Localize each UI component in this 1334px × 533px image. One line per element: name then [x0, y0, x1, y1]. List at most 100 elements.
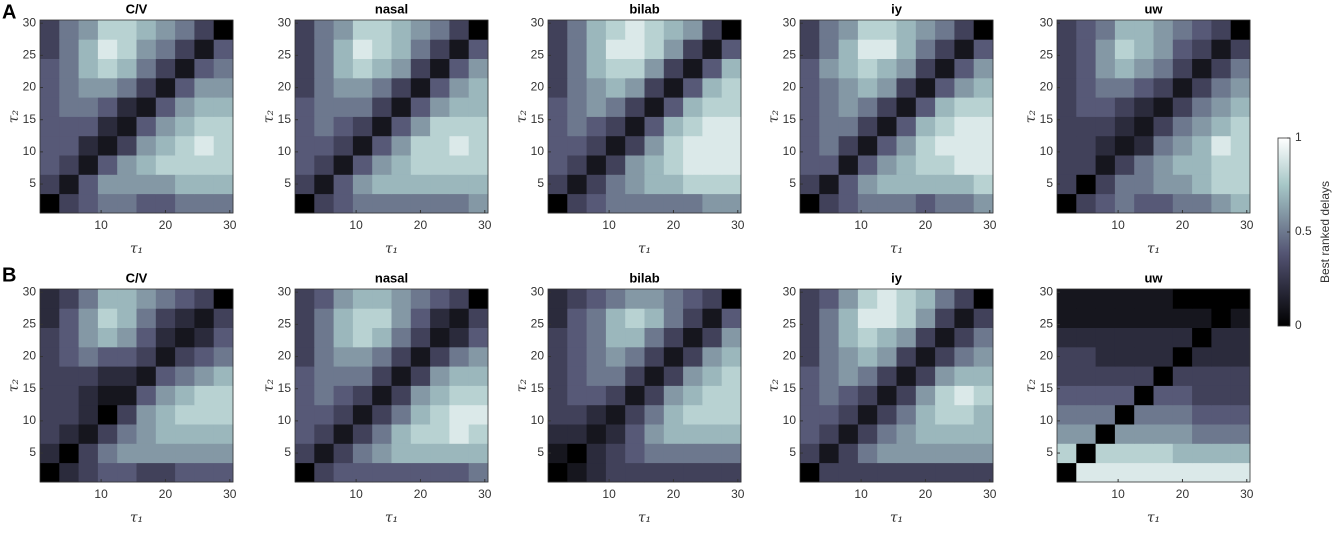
heatmap-cell	[954, 116, 975, 137]
heatmap-cell	[586, 155, 607, 175]
heatmap-cell	[352, 39, 373, 59]
heatmap-cell	[935, 58, 955, 79]
heatmap-cell	[136, 135, 157, 156]
heatmap-cell	[548, 193, 568, 214]
heatmap-cell	[838, 308, 859, 328]
heatmap-cell	[915, 327, 936, 348]
heatmap-cell	[954, 20, 975, 40]
heatmap-cell	[1230, 20, 1251, 40]
heatmap-cell	[430, 308, 450, 328]
heatmap-cell	[314, 424, 334, 444]
heatmap-cell	[567, 346, 587, 367]
heatmap-cell	[59, 385, 79, 406]
heatmap-cell	[1153, 385, 1174, 406]
heatmap-cell	[683, 424, 703, 444]
heatmap-cell	[721, 385, 742, 406]
heatmap-cell	[1057, 58, 1077, 79]
heatmap-cell	[352, 308, 373, 328]
heatmap-cell	[702, 20, 723, 40]
heatmap-cell	[1114, 327, 1135, 348]
heatmap-cell	[314, 174, 334, 195]
heatmap-cell	[295, 443, 315, 464]
heatmap-cell	[40, 97, 60, 117]
heatmap-cell	[973, 155, 994, 175]
heatmap-cell	[973, 327, 994, 348]
heatmap-cell	[333, 58, 354, 79]
heatmap-cell	[702, 97, 723, 117]
y-tick-label: 20	[783, 349, 797, 363]
heatmap-cell	[430, 462, 450, 483]
heatmap-cell	[800, 443, 820, 464]
heatmap-cell	[721, 443, 742, 464]
heatmap-cell	[372, 20, 392, 40]
heatmap-cell	[449, 404, 470, 425]
heatmap-cell	[78, 116, 99, 137]
heatmap-cell	[78, 346, 99, 367]
heatmap-cell	[819, 39, 839, 59]
heatmap-cell	[430, 77, 450, 98]
heatmap-cell	[1076, 97, 1096, 117]
heatmap-cell	[1172, 174, 1193, 195]
heatmap-cell	[1153, 20, 1174, 40]
heatmap-cell	[59, 404, 79, 425]
heatmap-cell	[663, 97, 684, 117]
heatmap-cell	[644, 116, 665, 137]
y-tick-label: 5	[537, 445, 544, 459]
heatmap-cell	[586, 424, 607, 444]
heatmap-cell	[295, 346, 315, 367]
heatmap-cell	[372, 424, 392, 444]
heatmap-cell	[567, 289, 587, 309]
heatmap-cell	[896, 346, 917, 367]
heatmap-cell	[136, 97, 157, 117]
heatmap-cell	[548, 116, 568, 137]
heatmap-cell	[838, 443, 859, 464]
heatmap-cell	[1211, 404, 1232, 425]
heatmap-cell	[1230, 424, 1251, 444]
heatmap-cell	[352, 20, 373, 40]
heatmap-cell	[155, 404, 176, 425]
heatmap-cell	[295, 462, 315, 483]
heatmap-cell	[896, 366, 917, 386]
x-axis-label: τ₁	[890, 241, 903, 257]
heatmap-cell	[314, 155, 334, 175]
heatmap-cell	[59, 289, 79, 309]
heatmap-cell	[819, 404, 839, 425]
y-tick-label: 15	[23, 112, 37, 126]
heatmap-cell	[40, 39, 60, 59]
heatmap-cell	[372, 39, 392, 59]
heatmap-cell	[449, 20, 470, 40]
x-axis-label: τ₁	[638, 510, 651, 526]
heatmap-cell	[352, 424, 373, 444]
heatmap-cell	[625, 366, 645, 386]
heatmap-cell	[896, 404, 917, 425]
heatmap-cell	[683, 404, 703, 425]
heatmap-cell	[468, 424, 489, 444]
heatmap-cell	[155, 366, 176, 386]
x-tick-label: 30	[478, 487, 492, 501]
heatmap-cell	[973, 116, 994, 137]
heatmap-cell	[702, 39, 723, 59]
heatmap-cell	[352, 289, 373, 309]
heatmap-cell	[721, 20, 742, 40]
heatmap-cell	[194, 308, 215, 328]
heatmap-cell	[605, 174, 626, 195]
heatmap-cell	[663, 289, 684, 309]
heatmap-cell	[838, 404, 859, 425]
heatmap-cell	[213, 385, 234, 406]
heatmap-cell	[410, 155, 431, 175]
heatmap-cell	[973, 346, 994, 367]
heatmap-cell	[838, 327, 859, 348]
heatmap-cell	[1076, 135, 1096, 156]
heatmap-cell	[213, 366, 234, 386]
heatmap-cell	[1114, 58, 1135, 79]
heatmap-cell	[702, 346, 723, 367]
heatmap-cell	[1211, 424, 1232, 444]
heatmap-cell	[800, 58, 820, 79]
heatmap-cell	[391, 443, 412, 464]
heatmap-cell	[155, 462, 176, 483]
heatmap-cell	[663, 327, 684, 348]
x-axis-label: τ₁	[1147, 510, 1160, 526]
heatmap-cell	[97, 404, 118, 425]
heatmap-cell	[877, 424, 897, 444]
heatmap-cell	[391, 116, 412, 137]
